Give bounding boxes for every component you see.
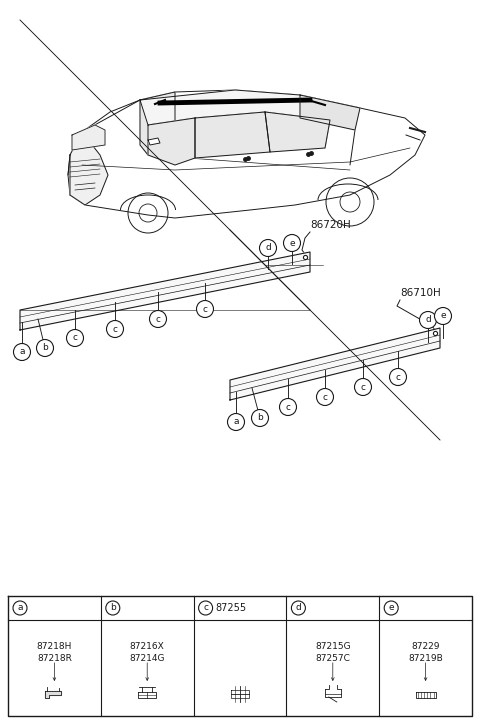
Text: a: a	[233, 418, 239, 426]
Text: 87229
87219B: 87229 87219B	[408, 642, 443, 663]
Circle shape	[260, 240, 276, 256]
Circle shape	[196, 300, 214, 318]
Polygon shape	[68, 90, 425, 218]
Text: c: c	[203, 603, 208, 613]
Polygon shape	[148, 138, 160, 145]
Text: b: b	[257, 413, 263, 423]
Text: c: c	[203, 305, 207, 313]
Text: e: e	[289, 238, 295, 248]
Text: a: a	[19, 348, 25, 356]
Text: c: c	[286, 402, 290, 412]
Text: 87255: 87255	[216, 603, 247, 613]
Circle shape	[107, 320, 123, 338]
Circle shape	[291, 601, 305, 615]
Polygon shape	[148, 118, 195, 165]
Polygon shape	[140, 92, 175, 155]
Polygon shape	[20, 252, 310, 330]
Circle shape	[199, 601, 213, 615]
Text: c: c	[360, 382, 365, 392]
Polygon shape	[230, 328, 440, 400]
Circle shape	[284, 235, 300, 251]
Polygon shape	[140, 90, 360, 125]
Text: c: c	[396, 372, 400, 382]
Polygon shape	[72, 125, 105, 150]
Text: 87216X
87214G: 87216X 87214G	[130, 642, 165, 663]
Text: 87215G
87257C: 87215G 87257C	[315, 642, 350, 663]
Circle shape	[252, 410, 268, 426]
Text: c: c	[323, 392, 327, 402]
Circle shape	[355, 379, 372, 395]
Text: a: a	[17, 603, 23, 613]
Circle shape	[106, 601, 120, 615]
Text: b: b	[110, 603, 116, 613]
Circle shape	[279, 398, 297, 415]
Text: 86720H: 86720H	[310, 220, 351, 230]
Text: 86710H: 86710H	[400, 288, 441, 298]
Circle shape	[316, 389, 334, 405]
Circle shape	[13, 601, 27, 615]
Text: e: e	[388, 603, 394, 613]
Text: c: c	[156, 315, 160, 323]
Circle shape	[13, 343, 31, 361]
Circle shape	[384, 601, 398, 615]
Text: e: e	[440, 312, 446, 320]
Text: c: c	[72, 333, 77, 343]
Circle shape	[434, 307, 452, 325]
Text: 87218H
87218R: 87218H 87218R	[36, 642, 72, 663]
Polygon shape	[300, 95, 360, 130]
Circle shape	[228, 413, 244, 431]
Circle shape	[420, 312, 436, 328]
Polygon shape	[195, 112, 270, 158]
Text: d: d	[265, 243, 271, 253]
Circle shape	[149, 310, 167, 328]
Text: c: c	[112, 325, 118, 333]
Polygon shape	[265, 112, 330, 152]
Circle shape	[36, 340, 53, 356]
Text: d: d	[296, 603, 301, 613]
Polygon shape	[46, 691, 61, 698]
Circle shape	[389, 369, 407, 385]
Polygon shape	[70, 132, 108, 205]
Text: d: d	[425, 315, 431, 325]
Text: b: b	[42, 343, 48, 353]
Circle shape	[67, 330, 84, 346]
